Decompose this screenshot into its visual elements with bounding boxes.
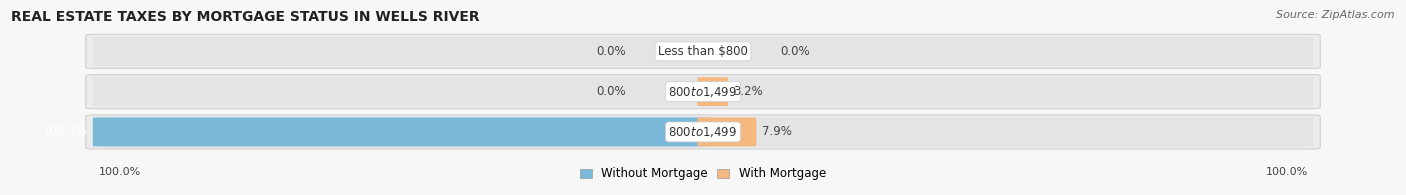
Text: 100.0%: 100.0%	[98, 167, 141, 177]
Text: 3.2%: 3.2%	[734, 85, 763, 98]
FancyBboxPatch shape	[86, 75, 1320, 109]
Text: 0.0%: 0.0%	[596, 45, 626, 58]
Text: Source: ZipAtlas.com: Source: ZipAtlas.com	[1277, 10, 1395, 20]
FancyBboxPatch shape	[93, 117, 709, 146]
Text: Less than $800: Less than $800	[658, 45, 748, 58]
Text: 100.0%: 100.0%	[1265, 167, 1308, 177]
FancyBboxPatch shape	[86, 34, 1320, 68]
FancyBboxPatch shape	[93, 117, 1313, 146]
Text: 100.0%: 100.0%	[42, 125, 87, 138]
Text: 0.0%: 0.0%	[596, 85, 626, 98]
Text: REAL ESTATE TAXES BY MORTGAGE STATUS IN WELLS RIVER: REAL ESTATE TAXES BY MORTGAGE STATUS IN …	[11, 10, 479, 24]
Legend: Without Mortgage, With Mortgage: Without Mortgage, With Mortgage	[575, 163, 831, 185]
Text: 0.0%: 0.0%	[780, 45, 810, 58]
FancyBboxPatch shape	[697, 117, 756, 146]
FancyBboxPatch shape	[86, 115, 1320, 149]
Text: 7.9%: 7.9%	[762, 125, 792, 138]
FancyBboxPatch shape	[93, 77, 1313, 106]
Text: $800 to $1,499: $800 to $1,499	[668, 85, 738, 99]
FancyBboxPatch shape	[93, 37, 1313, 66]
FancyBboxPatch shape	[697, 77, 728, 106]
Text: $800 to $1,499: $800 to $1,499	[668, 125, 738, 139]
